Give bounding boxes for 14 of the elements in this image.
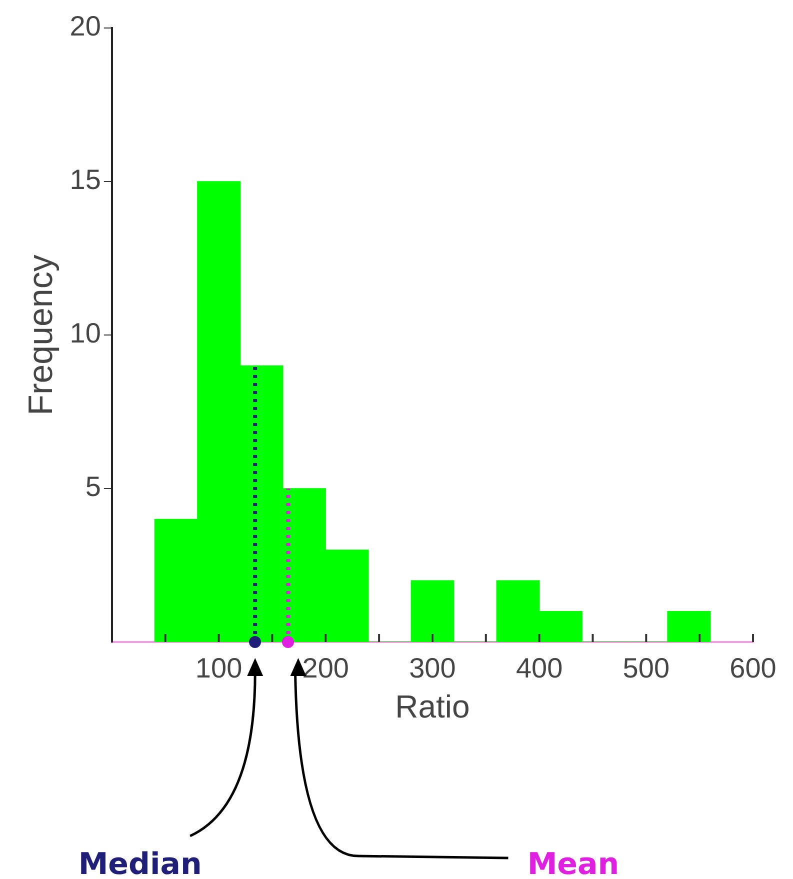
- x-tick-label: 400: [516, 652, 563, 684]
- x-axis-title: Ratio: [395, 688, 470, 725]
- x-tick-label: 100: [195, 652, 242, 684]
- y-axis-title: Frequency: [22, 254, 60, 416]
- ref-line-label: Median: [78, 846, 202, 879]
- ref-line-label: Mean: [527, 846, 620, 879]
- y-tick-label: 10: [70, 318, 101, 349]
- y-tick-label: 5: [85, 471, 101, 502]
- y-tick-label: 15: [70, 164, 101, 196]
- y-tick-label: 20: [70, 10, 101, 42]
- x-tick-label: 600: [730, 652, 776, 684]
- x-tick-label: 300: [409, 652, 456, 684]
- x-tick-label: 500: [622, 652, 670, 684]
- x-tick-label: 200: [302, 652, 349, 684]
